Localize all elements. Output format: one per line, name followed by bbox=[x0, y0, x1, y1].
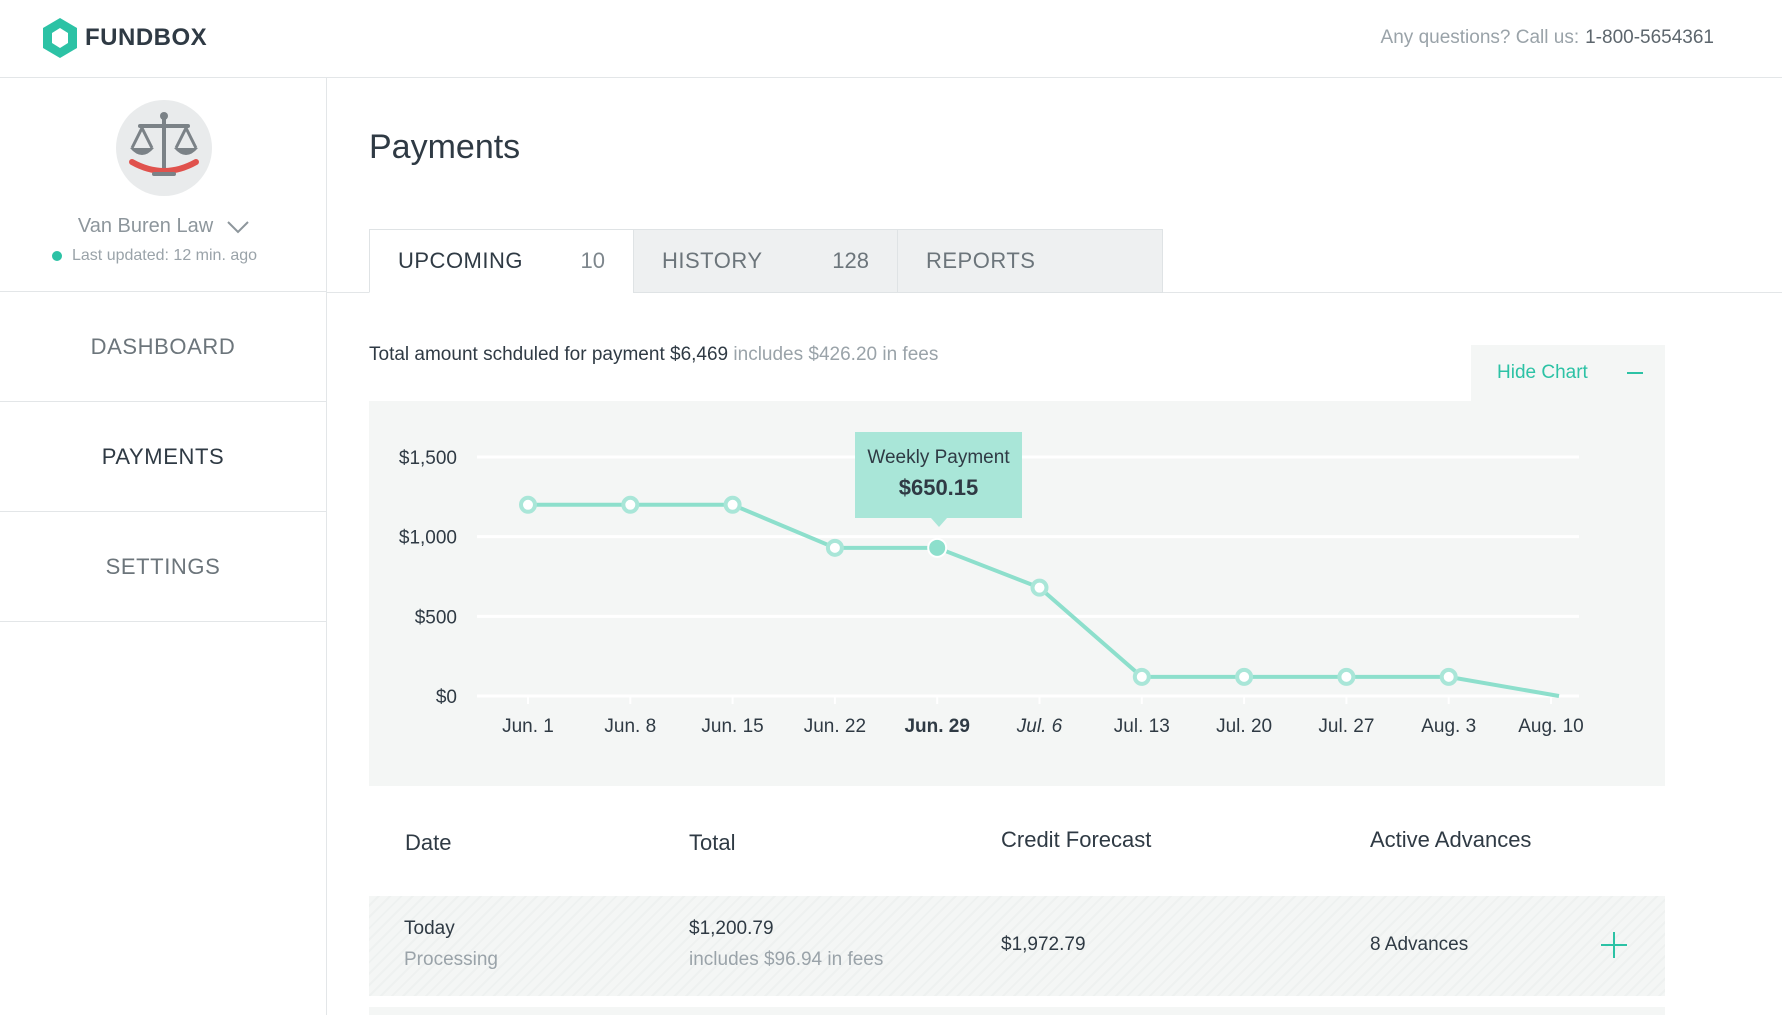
scales-of-justice-icon bbox=[129, 112, 199, 176]
tab-count: 10 bbox=[580, 248, 605, 273]
row-total: $1,200.79 bbox=[689, 918, 774, 939]
tab-reports[interactable]: REPORTS bbox=[897, 229, 1163, 293]
data-point bbox=[825, 538, 844, 557]
data-point-highlight bbox=[927, 537, 948, 558]
tab-history[interactable]: HISTORY 128 bbox=[633, 229, 898, 293]
summary-fees: includes $426.20 in fees bbox=[733, 344, 939, 365]
profile-panel: Van Buren Law Last updated: 12 min. ago bbox=[0, 78, 326, 292]
page-title: Payments bbox=[369, 128, 521, 166]
brand-logo[interactable]: FUNDBOX bbox=[42, 17, 207, 59]
x-tick-label: Aug. 3 bbox=[1421, 716, 1476, 737]
tab-label: REPORTS bbox=[926, 248, 1036, 273]
sidebar-item-label: SETTINGS bbox=[105, 553, 221, 579]
tooltip-arrow bbox=[931, 518, 947, 527]
help-contact: Any questions? Call us: 1-800-5654361 bbox=[1381, 27, 1714, 49]
status-dot-icon bbox=[52, 251, 62, 261]
last-updated-status: Last updated: 12 min. ago bbox=[52, 247, 257, 265]
help-text: Any questions? Call us: bbox=[1380, 27, 1580, 48]
company-name: Van Buren Law bbox=[77, 215, 214, 237]
series-line bbox=[528, 502, 1560, 698]
tab-label: HISTORY bbox=[662, 248, 763, 273]
sidebar: Van Buren Law Last updated: 12 min. ago … bbox=[0, 78, 327, 1015]
x-tick-label: Jul. 27 bbox=[1318, 716, 1374, 737]
table-row[interactable] bbox=[369, 1007, 1665, 1015]
row-status: Processing bbox=[404, 949, 498, 970]
x-tick-label: Jul. 13 bbox=[1114, 716, 1170, 737]
payment-summary: Total amount schduled for payment $6,469… bbox=[369, 344, 938, 366]
data-point bbox=[1337, 667, 1356, 686]
x-tick-label: Jun. 1 bbox=[502, 716, 554, 737]
minus-icon bbox=[1627, 372, 1643, 374]
x-tick-label: Aug. 10 bbox=[1518, 716, 1584, 737]
expand-plus-icon[interactable] bbox=[1601, 932, 1627, 958]
data-point bbox=[519, 495, 537, 514]
sidebar-item-payments[interactable]: PAYMENTS bbox=[0, 402, 326, 512]
x-tick-label: Jun. 29 bbox=[904, 716, 969, 737]
data-point bbox=[1439, 667, 1458, 686]
y-tick-label: $1,000 bbox=[399, 528, 457, 549]
row-credit-forecast: $1,972.79 bbox=[1001, 934, 1086, 955]
data-point bbox=[621, 495, 640, 514]
tooltip-title: Weekly Payment bbox=[867, 447, 1010, 468]
tooltip-value: $650.15 bbox=[898, 475, 979, 500]
chart-svg: $1,500 $1,000 $500 $0 Jun. 1 Jun. 8 Jun. 15 Jun… bbox=[399, 448, 1584, 737]
summary-total: Total amount schduled for payment $6,469 bbox=[369, 344, 729, 365]
table-row[interactable]: Today Processing $1,200.79 includes $96.… bbox=[369, 896, 1665, 996]
tab-upcoming[interactable]: UPCOMING 10 bbox=[369, 229, 634, 293]
data-point bbox=[1030, 578, 1049, 597]
data-point bbox=[723, 495, 742, 514]
hide-chart-button[interactable]: Hide Chart bbox=[1471, 345, 1665, 401]
column-header-total[interactable]: Total bbox=[689, 830, 736, 855]
brand-name: FUNDBOX bbox=[85, 24, 208, 51]
row-total-fees: includes $96.94 in fees bbox=[689, 949, 884, 970]
top-bar: FUNDBOX Any questions? Call us: 1-800-565… bbox=[0, 0, 1782, 78]
x-tick-label: Jun. 22 bbox=[804, 716, 866, 737]
data-point bbox=[1132, 667, 1151, 686]
x-tick-label: Jun. 15 bbox=[701, 716, 763, 737]
chart-tooltip: Weekly Payment $650.15 bbox=[855, 432, 1022, 527]
sidebar-item-settings[interactable]: SETTINGS bbox=[0, 512, 326, 622]
last-updated-text: Last updated: 12 min. ago bbox=[72, 247, 258, 264]
y-tick-label: $1,500 bbox=[399, 448, 457, 469]
hexagon-logo-icon bbox=[43, 18, 77, 58]
x-tick-label: Jun. 8 bbox=[604, 716, 656, 737]
sidebar-item-label: PAYMENTS bbox=[101, 443, 225, 469]
column-header-credit-forecast[interactable]: Credit Forecast bbox=[1001, 827, 1152, 852]
hide-chart-label: Hide Chart bbox=[1497, 362, 1588, 383]
tab-count: 128 bbox=[832, 248, 869, 273]
help-phone[interactable]: 1-800-5654361 bbox=[1585, 27, 1714, 48]
sidebar-item-label: DASHBOARD bbox=[90, 333, 236, 359]
y-tick-label: $0 bbox=[436, 687, 457, 708]
row-active-advances: 8 Advances bbox=[1370, 934, 1469, 955]
column-header-active-advances[interactable]: Active Advances bbox=[1370, 827, 1532, 852]
avatar[interactable] bbox=[116, 100, 212, 196]
sidebar-item-dashboard[interactable]: DASHBOARD bbox=[0, 292, 326, 402]
tab-label: UPCOMING bbox=[398, 248, 523, 273]
column-header-date[interactable]: Date bbox=[405, 830, 452, 855]
chevron-down-icon bbox=[227, 221, 249, 234]
company-selector[interactable]: Van Buren Law bbox=[0, 215, 327, 238]
y-tick-label: $500 bbox=[415, 607, 457, 628]
x-tick-label: Jul. 20 bbox=[1216, 716, 1272, 737]
x-tick-label: Jul. 6 bbox=[1016, 716, 1063, 737]
row-date: Today bbox=[404, 918, 455, 939]
data-point bbox=[1235, 667, 1254, 686]
